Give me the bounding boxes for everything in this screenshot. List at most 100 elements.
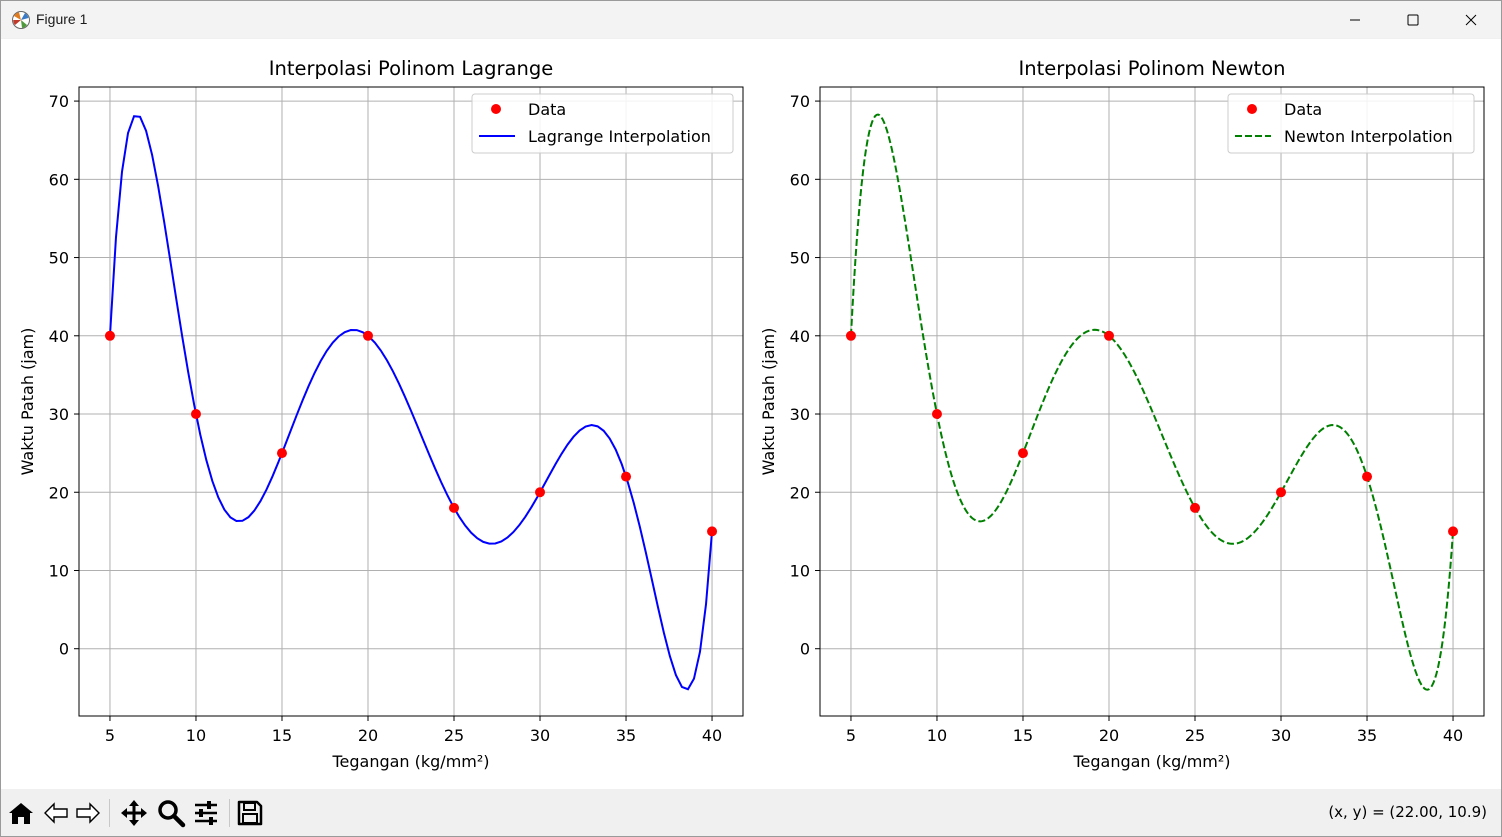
cursor-coordinates: (x, y) = (22.00, 10.9) — [1328, 803, 1487, 821]
x-tick-label: 15 — [1013, 726, 1033, 745]
y-tick-label: 0 — [59, 640, 69, 659]
data-point — [621, 471, 632, 482]
y-tick-label: 20 — [790, 483, 810, 502]
close-button[interactable] — [1442, 1, 1500, 38]
x-tick-label: 15 — [272, 726, 292, 745]
x-tick-label: 20 — [358, 726, 378, 745]
y-axis-label: Waktu Patah (jam) — [759, 328, 778, 476]
chart-title: Interpolasi Polinom Newton — [1018, 57, 1285, 80]
close-icon — [1465, 14, 1477, 25]
y-axis-label: Waktu Patah (jam) — [18, 328, 37, 476]
configure-subplots-button[interactable] — [191, 798, 221, 828]
legend-box — [471, 93, 734, 154]
x-tick-label: 20 — [1099, 726, 1119, 745]
home-icon — [9, 803, 33, 824]
data-point — [707, 526, 718, 537]
x-tick-label: 35 — [1357, 726, 1377, 745]
minimize-button[interactable] — [1326, 1, 1384, 38]
x-tick-label: 40 — [702, 726, 722, 745]
chart-title: Interpolasi Polinom Lagrange — [269, 57, 553, 80]
axes-frame — [819, 86, 1485, 717]
axes-frame — [78, 86, 744, 717]
navigation-toolbar: (x, y) = (22.00, 10.9) — [1, 789, 1501, 836]
y-tick-label: 70 — [49, 92, 69, 111]
zoom-button[interactable] — [156, 798, 186, 828]
magnifier-icon — [158, 800, 186, 828]
y-tick-label: 50 — [49, 249, 69, 268]
save-button[interactable] — [235, 798, 265, 828]
window-title: Figure 1 — [36, 11, 88, 27]
subplot-lagrange: 5 10 15 20 25 30 35 40 0 10 20 30 40 50 60 70 Interpolas… — [18, 57, 744, 771]
y-tick-label: 30 — [49, 405, 69, 424]
forward-button[interactable] — [73, 798, 103, 828]
legend-label-line: Newton Interpolation — [1284, 127, 1453, 146]
toolbar-separator — [109, 799, 110, 827]
legend-label-line: Lagrange Interpolation — [528, 127, 711, 146]
x-tick-label: 10 — [186, 726, 206, 745]
x-tick-label: 25 — [444, 726, 464, 745]
y-tick-label: 0 — [800, 640, 810, 659]
data-point — [104, 330, 115, 341]
x-tick-label: 5 — [846, 726, 856, 745]
y-tick-label: 30 — [790, 405, 810, 424]
y-tick-label: 40 — [790, 327, 810, 346]
x-tick-label: 30 — [1271, 726, 1291, 745]
y-tick-label: 10 — [49, 561, 69, 580]
minimize-icon — [1350, 19, 1360, 20]
y-tick-label: 40 — [49, 327, 69, 346]
pan-arrows-icon — [121, 800, 147, 826]
data-point — [1362, 471, 1373, 482]
y-tick-label: 10 — [790, 561, 810, 580]
x-axis-label: Tegangan (kg/mm²) — [1072, 752, 1230, 771]
back-button[interactable] — [41, 798, 71, 828]
figure-canvas[interactable]: 5 10 15 20 25 30 35 40 0 10 20 30 40 50 60 70 Interpolas… — [1, 39, 1501, 789]
legend: Data Newton Interpolation — [1227, 93, 1475, 154]
data-point — [190, 409, 201, 420]
data-point — [845, 330, 856, 341]
y-tick-label: 20 — [49, 483, 69, 502]
legend-label-data: Data — [1284, 100, 1322, 119]
data-point — [1190, 502, 1201, 513]
legend-box — [1227, 93, 1475, 154]
y-tick-label: 70 — [790, 92, 810, 111]
y-tick-label: 60 — [49, 170, 69, 189]
data-point — [535, 487, 546, 498]
x-tick-label: 5 — [105, 726, 115, 745]
x-tick-label: 25 — [1185, 726, 1205, 745]
title-bar[interactable]: Figure 1 — [1, 1, 1501, 39]
interpolation-line — [108, 115, 714, 691]
x-tick-label: 35 — [616, 726, 636, 745]
subplot-newton: 5 10 15 20 25 30 35 40 0 10 20 30 40 50 60 70 Interpolas… — [759, 57, 1485, 771]
y-tick-label: 60 — [790, 170, 810, 189]
data-point — [362, 330, 373, 341]
data-point — [1448, 526, 1459, 537]
data-point — [1103, 330, 1114, 341]
legend-label-data: Data — [528, 100, 566, 119]
maximize-icon — [1407, 14, 1419, 25]
x-axis-label: Tegangan (kg/mm²) — [331, 752, 489, 771]
y-tick-label: 50 — [790, 249, 810, 268]
legend-marker-data — [491, 104, 501, 114]
data-point — [1276, 487, 1287, 498]
x-tick-label: 40 — [1443, 726, 1463, 745]
data-point — [449, 502, 460, 513]
maximize-button[interactable] — [1384, 1, 1442, 38]
data-point — [931, 409, 942, 420]
back-arrow-icon — [44, 802, 68, 824]
figure-svg[interactable]: 5 10 15 20 25 30 35 40010203040506070Interpolas… — [1, 39, 1501, 789]
forward-arrow-icon — [76, 802, 100, 824]
interpolation-line — [849, 113, 1455, 691]
legend-marker-data — [1247, 104, 1257, 114]
sliders-icon — [195, 801, 217, 825]
home-button[interactable] — [6, 798, 36, 828]
x-tick-label: 30 — [530, 726, 550, 745]
x-tick-label: 10 — [927, 726, 947, 745]
floppy-disk-icon — [237, 800, 263, 826]
pan-button[interactable] — [119, 798, 149, 828]
data-point — [276, 448, 287, 459]
legend: Data Lagrange Interpolation — [471, 93, 734, 154]
matplotlib-icon — [12, 11, 30, 29]
toolbar-separator — [229, 799, 230, 827]
data-point — [1017, 448, 1028, 459]
